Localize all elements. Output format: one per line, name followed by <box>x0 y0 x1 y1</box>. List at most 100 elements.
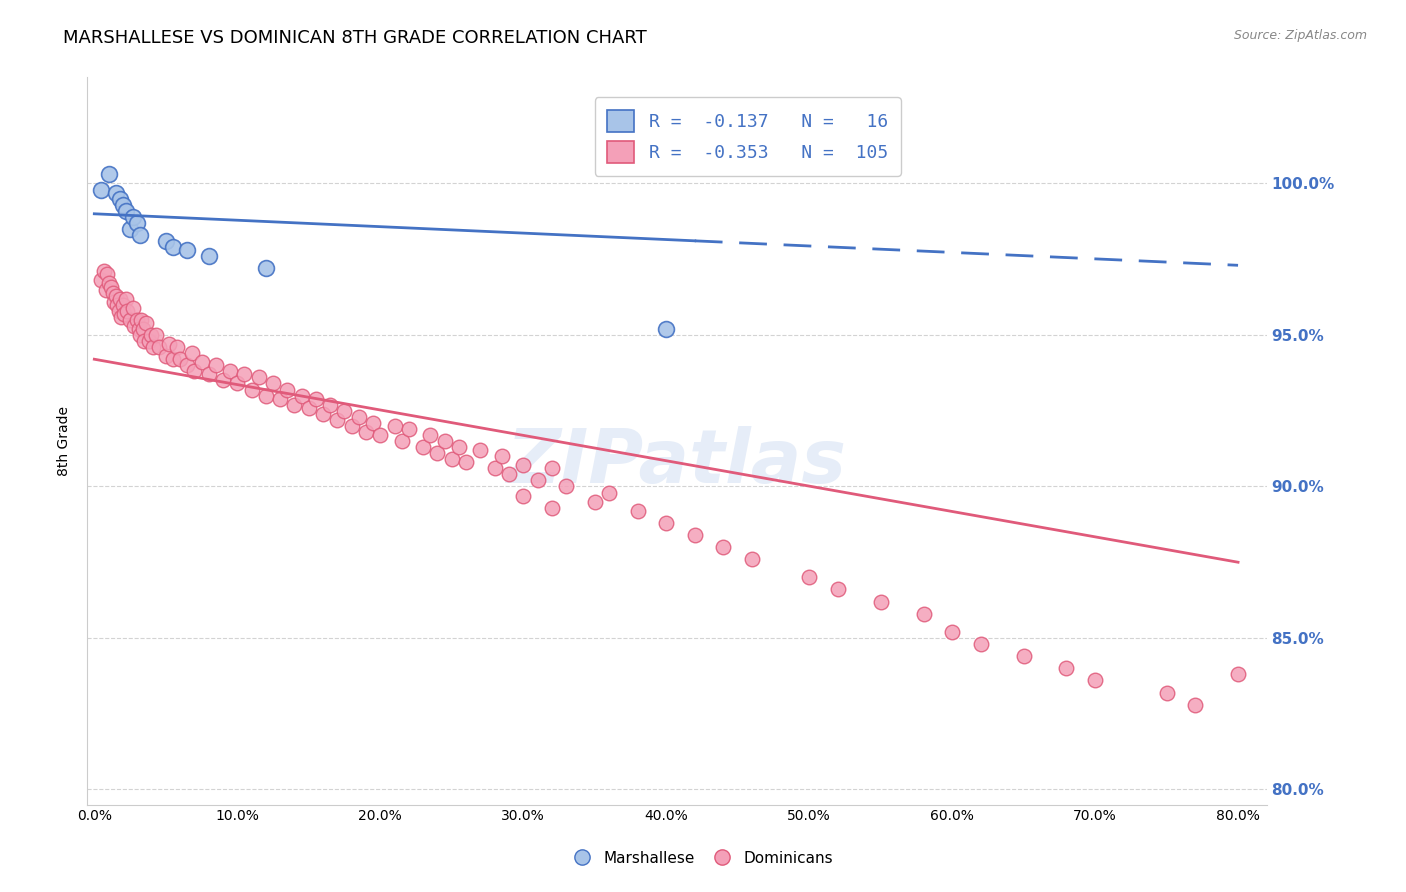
Point <box>104 186 127 200</box>
Point <box>176 243 198 257</box>
Point <box>118 222 141 236</box>
Point <box>197 249 219 263</box>
Point <box>398 422 420 436</box>
Point <box>491 449 513 463</box>
Point <box>412 440 434 454</box>
Point <box>190 355 212 369</box>
Point <box>347 409 370 424</box>
Point <box>197 368 219 382</box>
Point <box>391 434 413 448</box>
Point <box>970 637 993 651</box>
Point <box>145 328 167 343</box>
Point <box>166 340 188 354</box>
Point <box>108 292 131 306</box>
Point <box>269 392 291 406</box>
Point <box>132 322 155 336</box>
Point <box>797 570 820 584</box>
Text: Source: ZipAtlas.com: Source: ZipAtlas.com <box>1233 29 1367 42</box>
Point <box>97 168 120 182</box>
Point <box>333 403 356 417</box>
Point <box>426 446 449 460</box>
Point <box>157 337 180 351</box>
Point <box>180 346 202 360</box>
Point <box>711 540 734 554</box>
Point <box>107 303 129 318</box>
Point <box>368 428 391 442</box>
Point <box>484 461 506 475</box>
Point <box>131 313 153 327</box>
Point <box>155 234 177 248</box>
Legend: Marshallese, Dominicans: Marshallese, Dominicans <box>565 842 841 873</box>
Point <box>103 294 125 309</box>
Point <box>183 364 205 378</box>
Point <box>254 261 277 276</box>
Point <box>655 322 678 336</box>
Point <box>941 624 963 639</box>
Point <box>122 301 145 315</box>
Point <box>440 452 463 467</box>
Point <box>97 277 120 291</box>
Point <box>110 310 132 324</box>
Point <box>254 388 277 402</box>
Text: MARSHALLESE VS DOMINICAN 8TH GRADE CORRELATION CHART: MARSHALLESE VS DOMINICAN 8TH GRADE CORRE… <box>63 29 647 46</box>
Point <box>122 210 145 224</box>
Point <box>148 340 170 354</box>
Point <box>384 418 406 433</box>
Point <box>912 607 935 621</box>
Point <box>470 443 492 458</box>
Text: ZIPatlas: ZIPatlas <box>508 426 846 500</box>
Point <box>212 373 235 387</box>
Point <box>240 383 263 397</box>
Point <box>298 401 321 415</box>
Point <box>104 288 127 302</box>
Point <box>127 216 149 230</box>
Point <box>138 334 160 348</box>
Point <box>105 298 128 312</box>
Y-axis label: 8th Grade: 8th Grade <box>58 406 72 476</box>
Point <box>118 313 141 327</box>
Point <box>1227 667 1250 681</box>
Point <box>512 458 534 473</box>
Point <box>219 364 242 378</box>
Point <box>127 313 149 327</box>
Point <box>135 316 157 330</box>
Point <box>526 474 548 488</box>
Point <box>262 376 284 391</box>
Point <box>112 307 135 321</box>
Point <box>583 494 606 508</box>
Point <box>283 398 305 412</box>
Point <box>326 413 349 427</box>
Point <box>134 334 156 348</box>
Point <box>155 349 177 363</box>
Point <box>233 368 256 382</box>
Point <box>169 352 191 367</box>
Point <box>205 359 228 373</box>
Point <box>114 203 136 218</box>
Point <box>1056 661 1078 675</box>
Point <box>498 467 520 482</box>
Point <box>827 582 849 597</box>
Point <box>626 504 648 518</box>
Point <box>683 528 706 542</box>
Point <box>555 479 578 493</box>
Point <box>540 500 562 515</box>
Point <box>115 303 138 318</box>
Point <box>90 273 112 287</box>
Point <box>114 292 136 306</box>
Point <box>419 428 441 442</box>
Point <box>1084 673 1107 688</box>
Point <box>141 328 163 343</box>
Point <box>226 376 249 391</box>
Point <box>454 455 477 469</box>
Point <box>94 283 117 297</box>
Point <box>111 197 134 211</box>
Point <box>162 240 184 254</box>
Point <box>433 434 456 448</box>
Point <box>101 285 124 300</box>
Point <box>741 552 763 566</box>
Point <box>247 370 270 384</box>
Point <box>96 268 118 282</box>
Point <box>655 516 678 530</box>
Point <box>512 489 534 503</box>
Point <box>111 298 134 312</box>
